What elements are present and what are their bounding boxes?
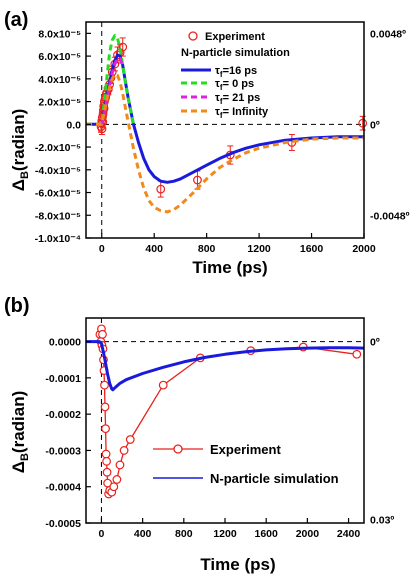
panel-a-series	[86, 34, 368, 214]
b-series-0-point	[102, 467, 112, 477]
a-x-tick-label: 1600	[300, 243, 324, 255]
a-x-tick-label: 1200	[247, 243, 271, 255]
panel-b-x-ticks: 0 400 800 1200 1600 2000 2400	[99, 518, 361, 540]
panel-a: (a) 8.0x10⁻⁵ 6.0x10⁻⁵ 4.0x10⁻⁵ 2.0x10⁻⁵ 0.0 -…	[4, 9, 410, 277]
legend-a-tau16-label: τf=16 ps	[215, 65, 257, 79]
panel-b-label: (b)	[4, 295, 30, 317]
b-x-tick-label: 800	[175, 528, 193, 540]
a-series-3-line	[100, 56, 125, 125]
legend-a-experiment-label: Experiment	[205, 31, 265, 43]
b-x-tick-label: 2000	[296, 528, 320, 540]
a-right-axis-label: -0.0048º	[370, 210, 410, 222]
panel-b: (b) 0.0000 -0.0001 -0.0002 -0.0003 -0.0004 -0…	[4, 295, 394, 574]
b-x-tick-label: 400	[134, 528, 152, 540]
b-x-tick-label: 1600	[255, 528, 279, 540]
b-series-0-point	[101, 449, 111, 459]
a-y-tick-label: 8.0x10⁻⁵	[38, 28, 81, 40]
legend-b-experiment-marker	[173, 444, 183, 454]
b-y-tick-label: 0.0000	[49, 337, 81, 349]
b-x-tick-label: 1200	[213, 528, 237, 540]
a-series-0-point	[156, 184, 166, 194]
panel-a-x-axis-label: Time (ps)	[192, 258, 267, 277]
legend-a-experiment-marker	[188, 31, 198, 41]
a-x-tick-label: 400	[145, 243, 163, 255]
a-y-tick-label: 0.0	[66, 119, 81, 131]
a-right-axis-label: 0º	[370, 119, 380, 131]
panel-a-plot-frame	[85, 21, 365, 239]
panel-b-y-axis-label: ΔB(radian)	[9, 391, 31, 474]
b-y-tick-label: -0.0001	[45, 373, 81, 385]
panel-a-label: (a)	[4, 9, 28, 31]
a-x-tick-label: 0	[99, 243, 105, 255]
legend-a-tau0-label: τf= 0 ps	[215, 78, 254, 92]
legend-a-title: N-particle simulation	[181, 47, 290, 59]
b-series-0-point	[115, 460, 125, 470]
panel-b-y-ticks: 0.0000 -0.0001 -0.0002 -0.0003 -0.0004 -0.000…	[45, 337, 91, 530]
panel-a-x-ticks: 0 400 800 1200 1600 2000	[99, 233, 376, 255]
a-series-0-point	[113, 50, 122, 60]
b-series-0-point	[352, 349, 362, 359]
a-series-0-point	[118, 42, 128, 52]
panel-a-legend: Experiment N-particle simulation τf=16 p…	[181, 31, 290, 120]
panel-a-right-axis-labels: 0.0048º 0º -0.0048º	[370, 28, 410, 222]
b-y-tick-label: -0.0002	[45, 409, 81, 421]
b-y-tick-label: -0.0004	[45, 482, 81, 494]
legend-a-tau21-label: τf= 21 ps	[215, 92, 260, 106]
b-x-tick-label: 0	[99, 528, 105, 540]
b-series-0-point	[158, 380, 168, 390]
b-series-0-point	[101, 424, 110, 434]
b-series-0-point	[125, 435, 135, 444]
b-series-0-point	[100, 402, 110, 412]
b-right-axis-label: 0.03º	[370, 514, 394, 526]
b-right-axis-label: 0º	[370, 337, 380, 349]
a-y-tick-label: -1.0x10⁻⁴	[35, 233, 81, 245]
panel-a-y-axis-label: ΔB(radian)	[9, 109, 31, 192]
b-series-0-point	[112, 475, 122, 484]
a-x-tick-label: 800	[198, 243, 216, 255]
panel-b-legend: Experiment N-particle simulation	[153, 442, 339, 486]
a-series-2-line	[86, 34, 135, 126]
legend-b-experiment-label: Experiment	[210, 442, 281, 457]
a-series-0-point	[193, 175, 202, 185]
panel-b-series	[86, 324, 365, 499]
legend-b-simulation-label: N-particle simulation	[210, 471, 339, 486]
b-series-0-point	[119, 446, 129, 455]
a-y-tick-label: -8.0x10⁻⁵	[35, 210, 81, 222]
b-series-1-line	[86, 340, 365, 392]
a-series-0-point	[358, 118, 368, 128]
b-series-0-point	[109, 482, 119, 492]
b-series-0-point	[100, 380, 109, 390]
a-x-tick-label: 2000	[352, 243, 376, 255]
a-y-tick-label: -6.0x10⁻⁵	[35, 188, 81, 200]
panel-a-y-ticks: 8.0x10⁻⁵ 6.0x10⁻⁵ 4.0x10⁻⁵ 2.0x10⁻⁵ 0.0 -2.0x…	[35, 28, 91, 245]
a-y-tick-label: -4.0x10⁻⁵	[35, 165, 81, 177]
b-x-tick-label: 2400	[337, 528, 361, 540]
a-y-tick-label: 2.0x10⁻⁵	[38, 97, 81, 109]
b-series-0-point	[102, 456, 111, 466]
a-y-tick-label: 4.0x10⁻⁵	[38, 74, 81, 86]
b-y-tick-label: -0.0005	[45, 518, 81, 530]
panel-b-right-axis-labels: 0º 0.03º	[370, 337, 394, 527]
b-series-0-point	[98, 329, 107, 339]
a-right-axis-label: 0.0048º	[370, 28, 406, 40]
a-series-4-line	[86, 72, 364, 214]
a-y-tick-label: -2.0x10⁻⁵	[35, 142, 81, 154]
a-y-tick-label: 6.0x10⁻⁵	[38, 51, 81, 63]
panel-b-x-axis-label: Time (ps)	[200, 555, 275, 574]
legend-a-tauinf-label: τf= Infinity	[215, 106, 269, 120]
panel-b-reference-lines	[86, 318, 364, 523]
b-y-tick-label: -0.0003	[45, 445, 81, 457]
